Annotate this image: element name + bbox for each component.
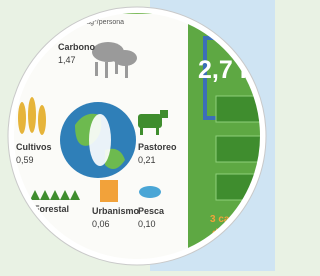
component-value: 0,59	[16, 155, 34, 165]
building-icon	[100, 180, 118, 202]
component-label: Carbono	[58, 42, 96, 52]
footprint	[89, 114, 111, 166]
component-value: 1,47	[58, 55, 76, 65]
component-label: Pesca	[138, 206, 165, 216]
component-value: 0,21	[138, 155, 156, 165]
plot-icon	[216, 136, 264, 162]
component-label: Pastoreo	[138, 142, 177, 152]
component-label: Urbanismo	[92, 206, 140, 216]
component-value: 0,06	[92, 219, 110, 229]
component-label: Cultivos	[16, 142, 52, 152]
screenshot: 2,7 h 3 cam de á de la huella ecológica?…	[0, 0, 275, 271]
fish-icon	[139, 186, 161, 198]
component-value: 0,10	[138, 219, 156, 229]
